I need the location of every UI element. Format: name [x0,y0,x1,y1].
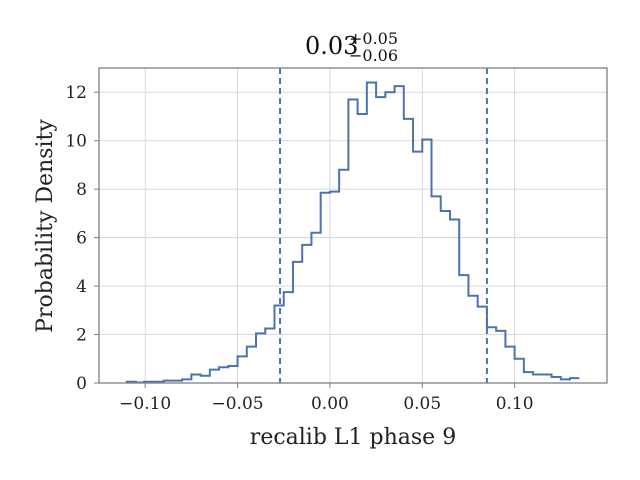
x-tick-label: 0.00 [311,394,349,414]
grid [99,68,607,384]
quantile-lines [279,68,488,383]
title-value: 0.03 [305,32,358,60]
x-tick-label: 0.05 [403,394,441,414]
y-axis-ticks: 0 2 4 6 8 10 12 [65,83,99,394]
title-upper-bound: +0.05 [349,29,398,48]
y-tick-label: 6 [76,229,87,249]
y-tick-label: 10 [65,132,87,152]
plot-frame [98,67,608,384]
histogram-line [125,81,580,384]
y-axis-label: Probability Density [33,119,58,333]
x-axis-ticks: −0.10 −0.05 0.00 0.05 0.10 [119,383,534,414]
x-tick-label: −0.10 [119,394,171,414]
y-tick-label: 0 [76,374,87,394]
chart-title: 0.03 [305,32,358,60]
title-lower-bound: −0.06 [349,46,398,65]
y-tick-label: 4 [76,277,87,297]
y-tick-label: 8 [76,180,87,200]
x-tick-label: −0.05 [211,394,263,414]
y-tick-label: 2 [76,326,87,346]
x-tick-label: 0.10 [496,394,534,414]
y-tick-label: 12 [65,83,87,103]
x-axis-label: recalib L1 phase 9 [250,425,456,450]
